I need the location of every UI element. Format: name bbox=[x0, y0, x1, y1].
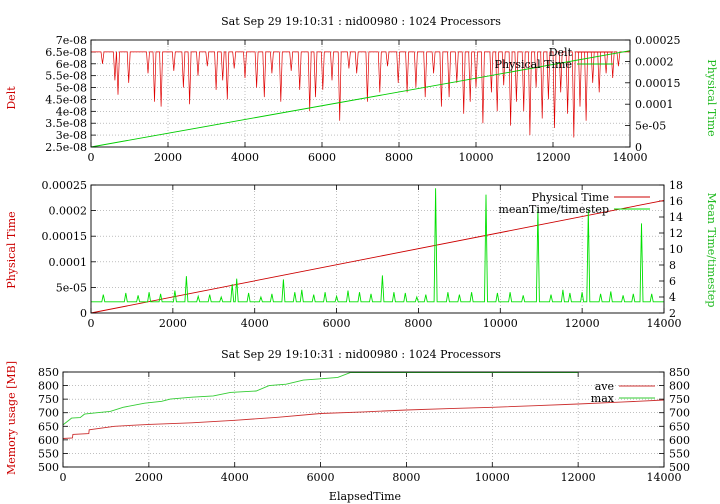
y-tick-label-right: 800 bbox=[669, 380, 690, 393]
x-tick-label: 14000 bbox=[613, 151, 648, 164]
y-tick-label-left: 0.00015 bbox=[42, 230, 88, 243]
legend-label: Delt bbox=[549, 46, 573, 59]
x-tick-label: 8000 bbox=[385, 151, 413, 164]
y-tick-label-left: 6e-08 bbox=[56, 58, 87, 71]
x-tick-label: 8000 bbox=[404, 317, 432, 330]
y-tick-label-right: 5e-05 bbox=[635, 120, 666, 133]
chart-title: Sat Sep 29 19:10:31 : nid00980 : 1024 Pr… bbox=[221, 348, 501, 361]
y-axis-label-left: Memory usage [MB] bbox=[5, 361, 18, 475]
series-line-meantime-timestep bbox=[91, 188, 664, 303]
x-tick-label: 12000 bbox=[565, 317, 600, 330]
y-tick-label-right: 0.00025 bbox=[635, 34, 681, 47]
x-tick-label: 4000 bbox=[221, 471, 249, 484]
legend-label: Physical Time bbox=[495, 58, 572, 71]
y-tick-label-left: 650 bbox=[38, 420, 59, 433]
x-tick-label: 14000 bbox=[647, 471, 682, 484]
panel-physical-time-mean-time: Physical Time Mean Time/timestep 0 2000 40… bbox=[5, 179, 718, 330]
series-line-delt bbox=[91, 51, 630, 138]
y-tick-label-right: 18 bbox=[669, 179, 683, 192]
x-tick-label: 0 bbox=[88, 151, 95, 164]
y-tick-label-left: 4e-08 bbox=[56, 105, 87, 118]
legend-label: meanTime/timestep bbox=[498, 203, 609, 216]
y-axis-label-right: Mean Time/timestep bbox=[705, 193, 718, 308]
x-tick-label: 2000 bbox=[135, 471, 163, 484]
x-tick-label: 14000 bbox=[647, 317, 682, 330]
series-line-ave bbox=[62, 399, 665, 439]
x-tick-label: 4000 bbox=[231, 151, 259, 164]
y-axis-label-right: Physical Time bbox=[705, 59, 718, 136]
x-tick-label: 0 bbox=[88, 317, 95, 330]
y-tick-label-right: 550 bbox=[669, 447, 690, 460]
series-line-max bbox=[62, 372, 579, 426]
chart-title: Sat Sep 29 19:10:31 : nid00980 : 1024 Pr… bbox=[221, 15, 501, 28]
y-tick-label-left: 750 bbox=[38, 393, 59, 406]
plot-frame bbox=[90, 184, 665, 314]
plot-frame bbox=[90, 39, 631, 148]
y-tick-label-left: 2.5e-08 bbox=[45, 141, 87, 154]
y-tick-label-left: 0.00025 bbox=[42, 179, 88, 192]
y-tick-label-left: 7e-08 bbox=[56, 34, 87, 47]
y-tick-label-left: 600 bbox=[38, 434, 59, 447]
panel-delt-physical-time: Sat Sep 29 19:10:31 : nid00980 : 1024 Pr… bbox=[5, 15, 718, 164]
y-tick-label-right: 6 bbox=[669, 275, 676, 288]
series-line-physical-time bbox=[90, 50, 631, 148]
x-axis-label: ElapsedTime bbox=[329, 490, 401, 503]
legend-label: ave bbox=[595, 380, 614, 393]
y-tick-label-right: 10 bbox=[669, 243, 683, 256]
y-tick-label-right: 650 bbox=[669, 420, 690, 433]
x-tick-label: 12000 bbox=[561, 471, 596, 484]
y-tick-label-right: 4 bbox=[669, 291, 676, 304]
x-tick-label: 6000 bbox=[307, 471, 335, 484]
x-tick-label: 2000 bbox=[154, 151, 182, 164]
y-axis-label-left: Physical Time bbox=[5, 211, 18, 288]
y-tick-label-right: 8 bbox=[669, 259, 676, 272]
y-tick-label-left: 0 bbox=[80, 307, 87, 320]
plot-frame bbox=[62, 371, 665, 468]
y-tick-label-right: 500 bbox=[669, 461, 690, 474]
y-tick-label-left: 5e-05 bbox=[56, 281, 87, 294]
series-line-physical-time bbox=[90, 199, 665, 314]
y-tick-label-right: 14 bbox=[669, 211, 683, 224]
x-tick-label: 10000 bbox=[483, 317, 518, 330]
y-tick-label-left: 6.5e-08 bbox=[45, 46, 87, 59]
y-tick-label-right: 16 bbox=[669, 195, 683, 208]
y-tick-label-right: 12 bbox=[669, 227, 683, 240]
y-tick-label-right: 600 bbox=[669, 434, 690, 447]
legend-label: Physical Time bbox=[532, 191, 609, 204]
y-tick-label-left: 0.0002 bbox=[49, 205, 88, 218]
legend-label: max bbox=[591, 392, 615, 405]
y-tick-label-right: 0.0002 bbox=[635, 55, 674, 68]
x-tick-label: 10000 bbox=[475, 471, 510, 484]
y-axis-label-left: Delt bbox=[5, 86, 18, 110]
y-tick-label-right: 700 bbox=[669, 407, 690, 420]
y-tick-label-right: 2 bbox=[669, 307, 676, 320]
y-tick-label-left: 5e-08 bbox=[56, 82, 87, 95]
x-tick-label: 4000 bbox=[241, 317, 269, 330]
y-tick-label-left: 3.5e-08 bbox=[45, 117, 87, 130]
y-tick-label-right: 750 bbox=[669, 393, 690, 406]
y-tick-label-left: 850 bbox=[38, 366, 59, 379]
y-tick-label-left: 700 bbox=[38, 407, 59, 420]
x-tick-label: 2000 bbox=[159, 317, 187, 330]
x-tick-label: 8000 bbox=[392, 471, 420, 484]
y-tick-label-right: 0.00015 bbox=[635, 77, 681, 90]
x-tick-label: 0 bbox=[60, 471, 67, 484]
y-tick-label-right: 0 bbox=[635, 141, 642, 154]
x-tick-label: 6000 bbox=[308, 151, 336, 164]
y-tick-label-left: 0.0001 bbox=[49, 256, 88, 269]
y-tick-label-right: 0.0001 bbox=[635, 98, 674, 111]
panel-memory-usage: Sat Sep 29 19:10:31 : nid00980 : 1024 Pr… bbox=[5, 348, 690, 503]
x-tick-label: 12000 bbox=[536, 151, 571, 164]
y-tick-label-left: 500 bbox=[38, 461, 59, 474]
y-tick-label-left: 3e-08 bbox=[56, 129, 87, 142]
x-tick-label: 10000 bbox=[459, 151, 494, 164]
y-tick-label-left: 5.5e-08 bbox=[45, 70, 87, 83]
y-tick-label-left: 4.5e-08 bbox=[45, 93, 87, 106]
x-tick-label: 6000 bbox=[323, 317, 351, 330]
y-tick-label-right: 850 bbox=[669, 366, 690, 379]
y-tick-label-left: 550 bbox=[38, 447, 59, 460]
y-tick-label-left: 800 bbox=[38, 380, 59, 393]
